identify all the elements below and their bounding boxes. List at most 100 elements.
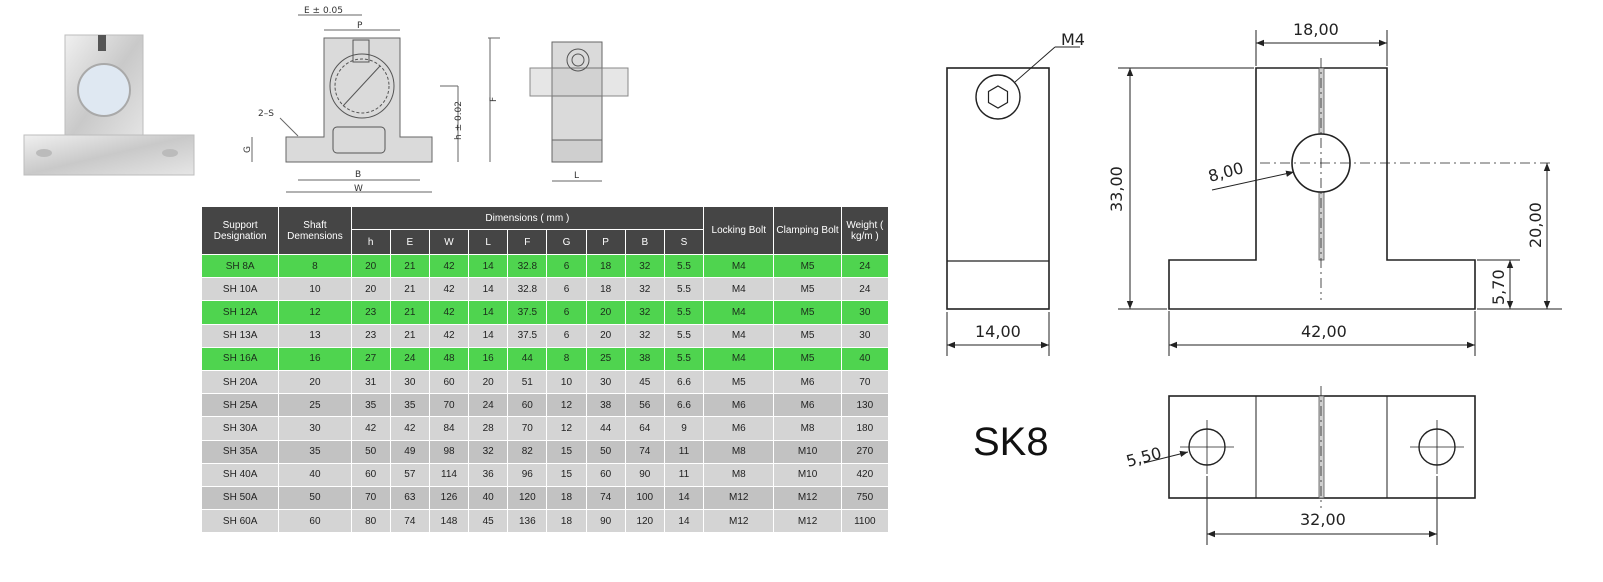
table-row: SH 13A 13 23 21 42 14 37.5 6 20 32 5.5 M4 M5 30	[200, 323, 890, 348]
cell-dim-h: 20	[350, 253, 391, 279]
cell-dim-p: 60	[585, 462, 626, 487]
hole-spacing-label: 32,00	[1300, 510, 1346, 529]
hole-diameter-label: 5,50	[1124, 443, 1163, 471]
cell-dim-b: 90	[624, 462, 665, 487]
header-dim-p: P	[585, 229, 626, 255]
dim-2s-label: 2–S	[258, 109, 274, 119]
cell-locking-bolt: M8	[703, 462, 775, 487]
cell-dim-l: 14	[468, 323, 509, 348]
table-row: SH 10A 10 20 21 42 14 32.8 6 18 32 5.5 M4 M5 24	[200, 277, 890, 302]
cell-shaft: 12	[278, 300, 352, 325]
cell-dim-f: 51	[507, 369, 548, 395]
product-photo	[23, 34, 195, 176]
cell-dim-e: 21	[389, 253, 430, 279]
cell-dim-b: 32	[624, 300, 665, 325]
cell-dim-w: 42	[428, 277, 470, 302]
cell-dim-w: 114	[428, 462, 470, 487]
cell-dim-p: 90	[585, 509, 626, 534]
cell-weight: 130	[840, 393, 890, 418]
base-height-label: 5,70	[1489, 269, 1508, 305]
dim-f-label: F	[489, 97, 499, 102]
table-row: SH 12A 12 23 21 42 14 37.5 6 20 32 5.5 M4 M5 30	[200, 300, 890, 325]
cell-dim-p: 50	[585, 439, 626, 464]
cell-dim-h: 60	[350, 462, 391, 487]
cell-dim-p: 74	[585, 485, 626, 511]
sk8-drawing: M4 14,00 18,00 33,00 8,00 20,00 5,70 42,…	[946, 20, 1562, 545]
cell-dim-b: 100	[624, 485, 665, 511]
cell-dim-e: 35	[389, 393, 430, 418]
cell-dim-b: 64	[624, 416, 665, 441]
cell-dim-l: 20	[468, 369, 509, 395]
cell-dim-b: 32	[624, 253, 665, 279]
table-row: SH 20A 20 31 30 60 20 51 10 30 45 6.6 M5 M6 70	[200, 369, 890, 395]
cell-dim-h: 80	[350, 509, 391, 534]
cell-dim-w: 70	[428, 393, 470, 418]
cell-clamping-bolt: M5	[773, 253, 842, 279]
cell-designation: SH 10A	[200, 277, 280, 302]
cell-dim-w: 84	[428, 416, 470, 441]
cell-dim-e: 57	[389, 462, 430, 487]
cell-dim-s: 9	[663, 416, 705, 441]
dim-p-label: P	[357, 21, 363, 31]
cell-dim-p: 18	[585, 253, 626, 279]
center-height-label: 20,00	[1526, 202, 1545, 248]
cell-weight: 420	[840, 462, 890, 487]
sk8-side-view	[946, 46, 1080, 356]
cell-shaft: 16	[278, 346, 352, 371]
cell-clamping-bolt: M6	[773, 369, 842, 395]
cell-designation: SH 20A	[200, 369, 280, 395]
cell-dim-p: 30	[585, 369, 626, 395]
header-weight: Weight ( kg/m )	[840, 206, 890, 255]
cell-clamping-bolt: M5	[773, 300, 842, 325]
shaft-support-icon	[23, 34, 195, 176]
cell-locking-bolt: M4	[703, 277, 775, 302]
cell-clamping-bolt: M5	[773, 323, 842, 348]
cell-shaft: 60	[278, 509, 352, 534]
header-dim-s: S	[663, 229, 705, 255]
cell-dim-e: 21	[389, 300, 430, 325]
cell-designation: SH 25A	[200, 393, 280, 418]
header-dim-b: B	[624, 229, 665, 255]
dim-g-label: G	[243, 146, 253, 153]
height-label: 33,00	[1107, 166, 1126, 212]
cell-dim-p: 44	[585, 416, 626, 441]
cell-weight: 1100	[840, 509, 890, 534]
cell-designation: SH 8A	[200, 253, 280, 279]
cell-dim-h: 50	[350, 439, 391, 464]
cell-shaft: 8	[278, 253, 352, 279]
cell-dim-s: 11	[663, 462, 705, 487]
cell-dim-f: 60	[507, 393, 548, 418]
cell-dim-g: 12	[546, 393, 587, 418]
cell-weight: 30	[840, 323, 890, 348]
cell-shaft: 13	[278, 323, 352, 348]
cell-shaft: 20	[278, 369, 352, 395]
cell-dim-e: 63	[389, 485, 430, 511]
cell-dim-s: 6.6	[663, 369, 705, 395]
cell-dim-s: 14	[663, 485, 705, 511]
cell-dim-e: 24	[389, 346, 430, 371]
cell-dim-l: 28	[468, 416, 509, 441]
dim-h-label: h ± 0.02	[454, 101, 464, 140]
cell-designation: SH 16A	[200, 346, 280, 371]
dim-e-label: E ± 0.05	[304, 6, 343, 16]
cell-dim-s: 5.5	[663, 300, 705, 325]
cell-dim-w: 126	[428, 485, 470, 511]
cell-dim-s: 6.6	[663, 393, 705, 418]
cell-dim-p: 18	[585, 277, 626, 302]
dim-l-label: L	[574, 171, 579, 181]
cell-dim-f: 120	[507, 485, 548, 511]
cell-dim-g: 8	[546, 346, 587, 371]
cell-dim-l: 40	[468, 485, 509, 511]
cell-dim-g: 6	[546, 277, 587, 302]
cell-dim-f: 32.8	[507, 253, 548, 279]
cell-dim-h: 42	[350, 416, 391, 441]
generic-dimension-drawing: E ± 0.05 P F h ± 0.02 2–S G B W L	[243, 6, 629, 194]
cell-dim-w: 48	[428, 346, 470, 371]
header-dim-l: L	[468, 229, 509, 255]
cell-dim-g: 6	[546, 253, 587, 279]
cell-dim-s: 5.5	[663, 346, 705, 371]
dim-b-label: B	[355, 170, 361, 180]
cell-dim-l: 45	[468, 509, 509, 534]
cell-locking-bolt: M4	[703, 253, 775, 279]
cell-dim-l: 36	[468, 462, 509, 487]
